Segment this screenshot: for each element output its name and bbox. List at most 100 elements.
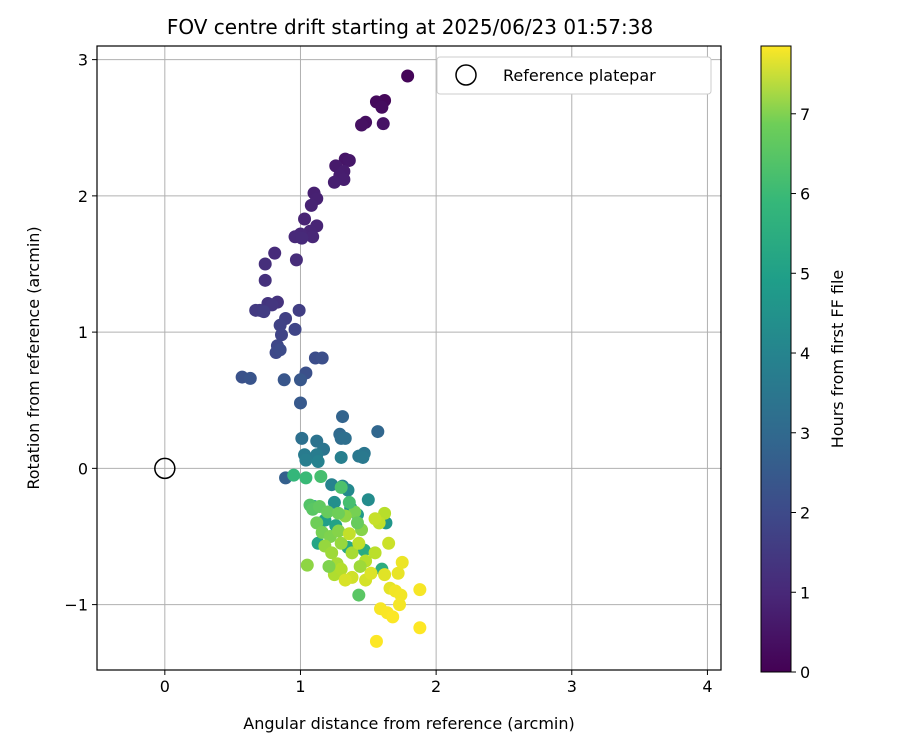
colorbar-ticks: 0 1 2 3 4 5 6 7 (791, 105, 810, 682)
y-tick-label-3: 2 (78, 187, 88, 206)
data-point-38 (288, 322, 302, 336)
data-point-34 (292, 303, 306, 317)
plot-area: 0 1 2 3 4 −1 0 1 2 3 (64, 45, 722, 696)
data-point-3 (375, 100, 389, 114)
x-tick-label-4: 4 (702, 677, 712, 696)
data-point-132 (342, 495, 356, 509)
data-point-133 (331, 506, 345, 520)
data-point-48 (293, 373, 307, 387)
data-point-54 (338, 431, 352, 445)
data-point-24 (268, 246, 282, 260)
data-points (235, 69, 427, 648)
colorbar-tick-label-2: 2 (800, 504, 810, 523)
data-point-51 (371, 425, 385, 439)
data-point-49 (293, 396, 307, 410)
data-point-83 (299, 471, 313, 485)
x-axis-label: Angular distance from reference (arcmin) (243, 714, 574, 733)
colorbar-tick-label-6: 6 (800, 185, 810, 204)
x-tick-label-3: 3 (567, 677, 577, 696)
data-point-13 (327, 175, 341, 189)
data-point-121 (395, 555, 409, 569)
plot-frame (96, 45, 722, 671)
colorbar-gradient (760, 45, 792, 673)
data-point-33 (257, 305, 271, 319)
data-point-64 (334, 450, 348, 464)
data-point-47 (277, 373, 291, 387)
colorbar-tick-label-7: 7 (800, 105, 810, 124)
data-point-129 (369, 634, 383, 648)
data-point-130 (413, 621, 427, 635)
data-point-27 (258, 273, 272, 287)
colorbar-label: Hours from first FF file (828, 270, 847, 449)
data-point-128 (386, 610, 400, 624)
grid-lines (97, 46, 721, 670)
reference-platepar-marker (154, 457, 176, 480)
data-point-65 (311, 455, 325, 469)
data-point-50 (336, 410, 350, 424)
data-point-46 (243, 371, 257, 385)
data-point-94 (300, 558, 314, 572)
data-point-26 (258, 257, 272, 271)
data-point-110 (378, 506, 392, 520)
y-axis-label: Rotation from reference (arcmin) (24, 226, 43, 489)
data-point-36 (273, 318, 287, 332)
colorbar-tick-label-0: 0 (800, 663, 810, 682)
data-point-5 (355, 118, 369, 132)
data-point-89 (321, 505, 335, 519)
data-point-93 (331, 524, 345, 538)
y-tick-label-0: −1 (64, 596, 88, 615)
data-point-55 (295, 431, 309, 445)
y-tick-label-2: 1 (78, 323, 88, 342)
legend-label-reference-platepar: Reference platepar (503, 66, 656, 85)
data-point-124 (393, 598, 407, 612)
data-point-63 (299, 453, 313, 467)
data-point-103 (345, 546, 359, 560)
colorbar-tick-label-3: 3 (800, 424, 810, 443)
data-point-112 (368, 512, 382, 526)
colorbar-tick-label-4: 4 (800, 344, 810, 363)
data-point-113 (382, 536, 396, 550)
data-point-8 (342, 153, 356, 167)
data-point-43 (315, 351, 329, 365)
data-point-125 (413, 583, 427, 597)
data-point-123 (394, 588, 408, 602)
data-point-135 (353, 559, 367, 573)
data-point-108 (352, 536, 366, 550)
y-axis-ticks: −1 0 1 2 3 (64, 51, 97, 615)
data-point-131 (350, 516, 364, 530)
data-point-120 (391, 566, 405, 580)
colorbar: 0 1 2 3 4 5 6 7 Hours from first FF file (760, 45, 847, 682)
data-point-116 (338, 573, 352, 587)
data-point-17 (298, 212, 312, 226)
data-point-134 (322, 559, 336, 573)
data-point-82 (287, 468, 301, 482)
data-point-70 (361, 493, 375, 507)
data-point-20 (306, 230, 320, 244)
y-tick-label-1: 0 (78, 459, 88, 478)
data-point-102 (334, 536, 348, 550)
data-point-90 (310, 516, 324, 530)
data-point-37 (274, 328, 288, 342)
data-point-118 (378, 568, 392, 582)
data-point-0 (401, 69, 415, 83)
data-point-85 (334, 480, 348, 494)
x-tick-label-1: 1 (295, 677, 305, 696)
x-tick-label-2: 2 (431, 677, 441, 696)
data-point-71 (327, 495, 341, 509)
legend-reference-marker (455, 64, 477, 86)
y-tick-label-4: 3 (78, 51, 88, 70)
data-point-23 (295, 231, 309, 245)
data-point-41 (273, 343, 287, 357)
data-point-84 (314, 470, 328, 484)
data-point-117 (364, 566, 378, 580)
x-tick-label-0: 0 (160, 677, 170, 696)
data-point-6 (376, 117, 390, 131)
legend-box (436, 56, 712, 95)
legend: Reference platepar (436, 56, 712, 95)
data-point-105 (334, 562, 348, 576)
colorbar-tick-label-5: 5 (800, 264, 810, 283)
data-point-107 (368, 546, 382, 560)
data-point-16 (304, 198, 318, 212)
data-point-60 (356, 450, 370, 464)
